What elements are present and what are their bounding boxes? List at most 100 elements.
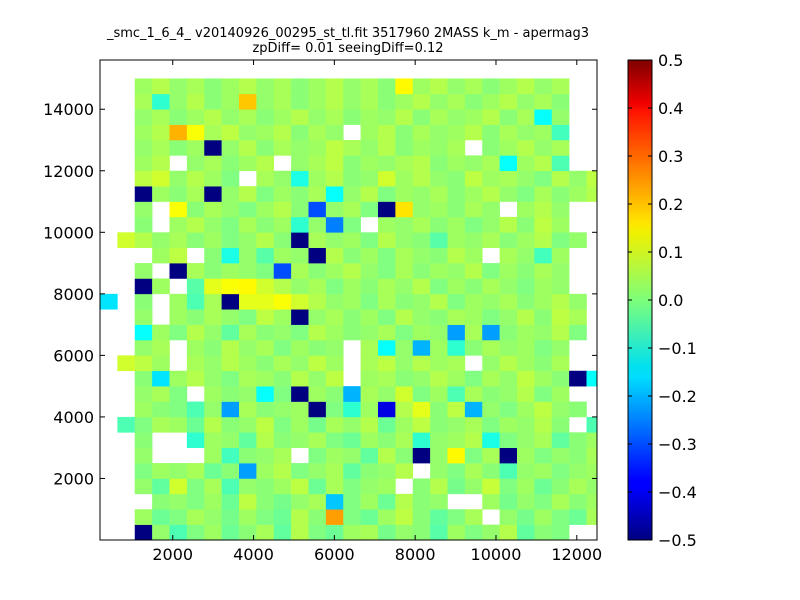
heatmap-cell	[499, 447, 518, 464]
heatmap-cell	[395, 263, 414, 279]
heatmap-cell	[204, 278, 222, 295]
heatmap-cell	[586, 447, 598, 464]
heatmap-cell	[256, 386, 275, 402]
heatmap-cell	[516, 386, 535, 402]
heatmap-cell	[291, 78, 309, 95]
heatmap-cell	[273, 278, 292, 295]
chart-subtitle: zpDiff= 0.01 seeingDiff=0.12	[252, 41, 443, 56]
heatmap-cell	[447, 232, 466, 248]
heatmap-cell	[377, 370, 396, 387]
heatmap-cell	[273, 355, 292, 372]
heatmap-cell	[377, 124, 396, 141]
heatmap-cell	[291, 309, 309, 325]
y-tick-label: 10000	[43, 223, 94, 242]
heatmap-cell	[204, 263, 222, 279]
heatmap-cell	[412, 493, 431, 510]
heatmap-cell	[169, 216, 188, 233]
heatmap-cell	[499, 386, 518, 402]
heatmap-cell	[152, 155, 170, 172]
heatmap-cell	[377, 278, 396, 295]
heatmap-cell	[412, 340, 431, 356]
colorbar-tick-label: 0.2	[658, 195, 683, 214]
chart-title: _smc_1_6_4_ v20140926_00295_st_tl.fit 35…	[106, 26, 589, 41]
heatmap-cell	[204, 340, 222, 356]
heatmap-cell	[360, 493, 379, 510]
heatmap-cell	[447, 416, 466, 433]
heatmap-cell	[360, 93, 379, 110]
heatmap-cell	[256, 509, 275, 525]
heatmap-cell	[377, 201, 396, 218]
heatmap-cell	[464, 170, 483, 187]
heatmap-cell	[204, 124, 222, 141]
heatmap-cell	[343, 309, 361, 325]
heatmap-cell	[551, 509, 570, 525]
heatmap-cell	[464, 416, 483, 433]
heatmap-cell	[482, 293, 500, 310]
heatmap-cell	[238, 463, 257, 479]
heatmap-cell	[412, 155, 431, 172]
heatmap-cell	[325, 401, 344, 418]
heatmap-cell	[238, 432, 257, 448]
heatmap-cell	[412, 370, 431, 387]
heatmap-cell	[569, 447, 587, 464]
heatmap-cell	[569, 309, 587, 325]
heatmap-cell	[204, 109, 222, 125]
heatmap-cell	[482, 170, 500, 187]
heatmap-cell	[291, 93, 309, 110]
heatmap-cell	[395, 401, 414, 418]
heatmap-cell	[534, 370, 553, 387]
heatmap-cell	[516, 155, 535, 172]
heatmap-cell	[516, 401, 535, 418]
y-tick-label: 4000	[53, 408, 94, 427]
heatmap-cell	[221, 478, 240, 495]
heatmap-cell	[308, 386, 327, 402]
heatmap-cell	[186, 355, 205, 372]
heatmap-cell	[377, 340, 396, 356]
heatmap-cell	[360, 186, 379, 202]
heatmap-cell	[273, 232, 292, 248]
x-tick-label: 2000	[152, 545, 193, 564]
heatmap-cell	[447, 309, 466, 325]
heatmap-cell	[534, 416, 553, 433]
heatmap-cell	[499, 186, 518, 202]
heatmap-cell	[186, 170, 205, 187]
heatmap-cell	[464, 201, 483, 218]
heatmap-cell	[325, 109, 344, 125]
heatmap-cell	[186, 463, 205, 479]
heatmap-cell	[273, 109, 292, 125]
heatmap-cell	[273, 447, 292, 464]
heatmap-cell	[256, 186, 275, 202]
heatmap-cell	[325, 78, 344, 95]
heatmap-cell	[186, 201, 205, 218]
heatmap-cell	[256, 263, 275, 279]
heatmap-cell	[447, 93, 466, 110]
heatmap-cell	[377, 155, 396, 172]
heatmap-cell	[204, 247, 222, 264]
heatmap-cell	[551, 216, 570, 233]
heatmap-cell	[569, 401, 587, 418]
heatmap-cell	[551, 109, 570, 125]
heatmap-cell	[412, 232, 431, 248]
heatmap-cell	[291, 386, 309, 402]
heatmap-cell	[308, 432, 327, 448]
heatmap-cell	[204, 524, 222, 541]
heatmap-cell	[291, 109, 309, 125]
heatmap-cell	[482, 355, 500, 372]
heatmap-cell	[412, 216, 431, 233]
heatmap-cell	[377, 401, 396, 418]
heatmap-cell	[482, 232, 500, 248]
heatmap-cell	[291, 155, 309, 172]
heatmap-cell	[273, 324, 292, 341]
heatmap-cell	[360, 201, 379, 218]
heatmap-cell	[221, 370, 240, 387]
heatmap-cell	[238, 509, 257, 525]
heatmap-cell	[482, 124, 500, 141]
heatmap-cell	[534, 509, 553, 525]
heatmap-cell	[551, 278, 570, 295]
heatmap-cell	[551, 524, 570, 541]
heatmap-cell	[551, 293, 570, 310]
heatmap-cell	[534, 247, 553, 264]
heatmap-cell	[360, 509, 379, 525]
heatmap-cell	[134, 278, 153, 295]
heatmap-cell	[169, 370, 188, 387]
